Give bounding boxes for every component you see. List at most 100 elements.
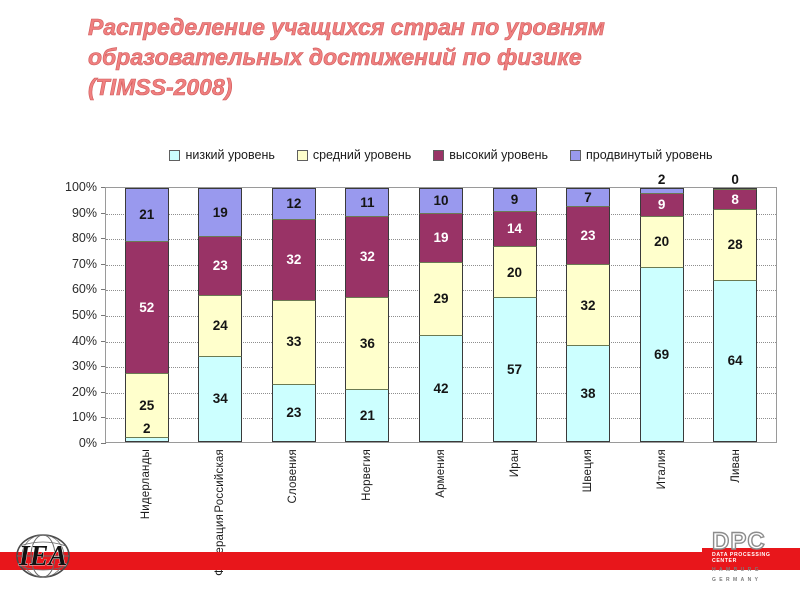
bar-value-label: 2 [143, 420, 151, 436]
legend-item-2[interactable]: высокий уровень [433, 148, 548, 162]
page-title: Распределение учащихся стран по уровням … [88, 14, 605, 101]
bar-segment[interactable]: 19 [198, 188, 243, 237]
x-axis-label-line: Иран [508, 449, 521, 478]
x-axis-label-slot: Нидерланды [124, 446, 168, 546]
legend-item-0[interactable]: низкий уровень [169, 148, 275, 162]
dpc-logo: DPC DATA PROCESSING CENTER HAMBURG GERMA… [702, 529, 800, 583]
y-tick-mark [101, 366, 106, 368]
x-axis-label-slot: Италия [640, 446, 684, 546]
y-tick-label: 50% [71, 308, 97, 322]
bar-value-label: 0 [731, 172, 739, 187]
bar-segment[interactable]: 25 [124, 373, 169, 437]
bar-column[interactable]: 0 8 28 64 [713, 173, 758, 442]
bar-segment[interactable]: 14 [492, 210, 537, 247]
bar-value-label: 19 [212, 204, 228, 220]
x-axis-label: Словения [287, 449, 299, 504]
x-axis-label: Ливан [730, 449, 742, 483]
legend-swatch-icon [169, 149, 181, 161]
y-tick-mark [101, 289, 106, 291]
bar-segment[interactable]: 9 [639, 193, 684, 216]
legend-swatch-icon [433, 149, 445, 161]
bar-column[interactable]: 12 32 33 23 [271, 188, 316, 442]
bar-segment[interactable]: 20 [639, 215, 684, 267]
bar-value-label: 25 [139, 397, 155, 413]
bar-segment[interactable]: 11 [345, 188, 390, 216]
bar-value-label: 20 [506, 264, 523, 280]
bar-segment[interactable]: 52 [124, 241, 169, 374]
bar-value-label: 9 [657, 197, 666, 213]
bar-column[interactable]: 10 19 29 42 [418, 188, 463, 442]
x-axis-label-slot: Российская Федерация [198, 446, 242, 575]
bar-value-label: 29 [433, 291, 449, 307]
bar-segment[interactable]: 32 [345, 215, 390, 298]
bar-value-label: 32 [286, 251, 302, 267]
bar-value-label: 7 [584, 189, 592, 205]
bar-column[interactable]: 11 32 36 21 [345, 188, 390, 442]
bar-segment[interactable]: 38 [566, 345, 611, 442]
y-tick-label: 70% [71, 256, 97, 271]
bar-segment[interactable]: 33 [271, 299, 316, 384]
bar-segment[interactable]: 9 [492, 188, 537, 211]
bar-value-label: 36 [359, 335, 375, 351]
bar-column[interactable]: 21 52 25 2 [124, 188, 169, 442]
bar-column[interactable]: 19 23 24 34 [198, 188, 243, 442]
legend-item-1[interactable]: средний уровень [296, 148, 411, 162]
y-tick-label: 0% [78, 436, 97, 450]
x-axis-label: Иран [509, 449, 521, 477]
bar-segment[interactable]: 29 [418, 261, 463, 336]
x-axis-label-line: Италия [656, 449, 669, 490]
bar-segment[interactable]: 24 [198, 294, 243, 356]
bar-segment[interactable]: 57 [492, 297, 537, 442]
bar-segment[interactable]: 28 [713, 209, 758, 281]
bar-value-label: 42 [433, 380, 449, 396]
bar-segment[interactable]: 0 [713, 173, 758, 189]
bar-value-label: 21 [359, 407, 375, 423]
bar-segment[interactable]: 23 [198, 236, 243, 295]
dpc-country: GERMANY [712, 577, 762, 583]
y-tick-label: 60% [71, 282, 97, 297]
x-axis-label-line: Армения [434, 449, 447, 498]
bar-value-label: 23 [212, 258, 228, 274]
bar-value-label: 69 [654, 346, 670, 362]
bar-segment[interactable]: 12 [271, 188, 316, 219]
bar-segment[interactable]: 10 [418, 188, 463, 214]
y-tick-mark [101, 443, 106, 444]
bar-segment[interactable]: 2 [639, 173, 684, 194]
x-axis-label: Норвегия [361, 449, 373, 501]
legend-swatch-icon [570, 149, 582, 161]
x-axis-label-line: Российская [213, 449, 226, 513]
bar-value-label: 32 [580, 297, 596, 313]
y-tick-mark [101, 340, 106, 342]
bar-segment[interactable]: 2 [124, 422, 169, 442]
bar-column[interactable]: 2 9 20 69 [639, 173, 684, 442]
bar-segment[interactable]: 23 [271, 383, 316, 442]
bar-segment[interactable]: 36 [345, 297, 390, 389]
bar-segment[interactable]: 34 [198, 355, 243, 442]
bar-column[interactable]: 9 14 20 57 [492, 188, 537, 442]
iea-wordmark: IEA [18, 541, 67, 572]
bar-segment[interactable]: 7 [566, 187, 611, 206]
bar-segment[interactable]: 64 [713, 280, 758, 442]
bar-segment[interactable]: 21 [124, 188, 169, 242]
bar-segment[interactable]: 8 [713, 189, 758, 210]
bar-segment[interactable]: 19 [418, 213, 463, 262]
legend-label: высокий уровень [449, 148, 549, 162]
bar-value-label: 52 [139, 300, 155, 316]
x-axis-label-slot: Армения [419, 446, 463, 546]
legend-item-3[interactable]: продвинутый уровень [570, 148, 713, 162]
bar-column[interactable]: 7 23 32 38 [566, 187, 611, 442]
bar-value-label: 33 [286, 334, 302, 350]
x-axis-label-slot: Иран [493, 446, 537, 546]
y-tick-label: 40% [71, 333, 97, 348]
bar-segment[interactable]: 69 [639, 266, 684, 442]
x-axis-label-line: Норвегия [361, 449, 374, 501]
bar-segment[interactable]: 20 [492, 246, 537, 298]
bar-segment[interactable]: 42 [418, 335, 463, 442]
y-tick-label: 10% [71, 410, 97, 425]
bar-segment[interactable]: 21 [345, 388, 390, 442]
footer-red-bar [0, 552, 800, 570]
bar-segment[interactable]: 23 [566, 205, 611, 265]
bar-segment[interactable]: 32 [271, 218, 316, 300]
y-tick-label: 100% [65, 180, 97, 194]
bar-segment[interactable]: 32 [566, 264, 611, 346]
